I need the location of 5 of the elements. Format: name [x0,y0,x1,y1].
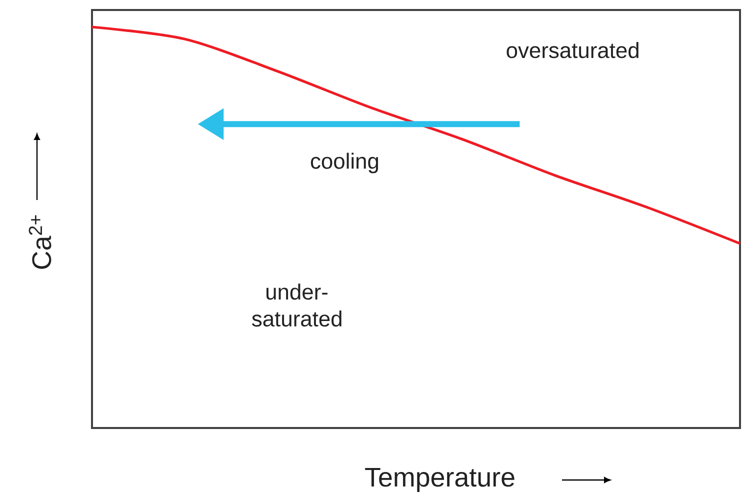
annotation: under-saturated [252,284,342,327]
x-axis-title: Temperature [365,468,514,492]
annotation: cooling [310,152,378,174]
y-axis-title: Ca$^{2+}$ [28,215,52,269]
annotation: oversaturated [506,42,638,58]
